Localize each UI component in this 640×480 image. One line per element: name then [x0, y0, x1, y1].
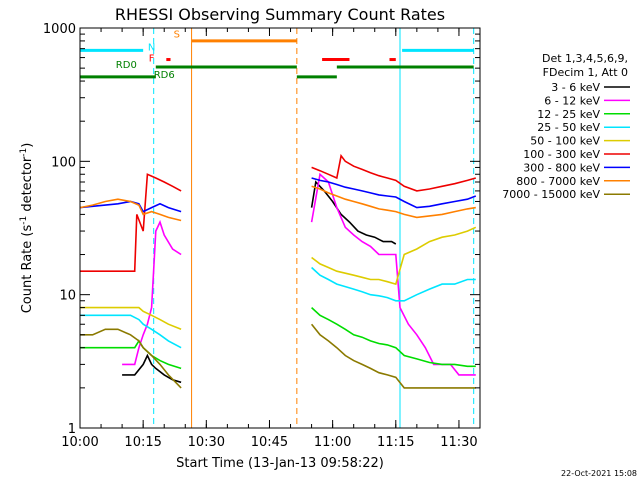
x-tick-label-2: 10:30: [188, 435, 225, 450]
legend-label-1: 6 - 12 keV: [544, 94, 600, 107]
series-line-3-0: [80, 314, 182, 349]
x-tick-label-5: 11:15: [377, 435, 414, 450]
series-line-1-0: [122, 219, 182, 366]
series-line-6-1: [311, 177, 477, 209]
series-line-7-1: [311, 185, 476, 219]
y-tick-label-0: 1: [68, 422, 76, 437]
footer-date: 22-Oct-2021 15:08: [561, 469, 637, 478]
annotation-n: N: [148, 42, 155, 53]
x-tick-label-6: 11:30: [440, 435, 477, 450]
legend-label-4: 50 - 100 keV: [530, 135, 600, 148]
series-line-8-1: [310, 323, 476, 389]
x-tick-label-1: 10:15: [124, 435, 161, 450]
series-line-0-1: [310, 180, 397, 245]
annotation-rd0: RD0: [116, 60, 137, 71]
y-tick-label-2: 100: [51, 155, 76, 170]
legend-label-0: 3 - 6 keV: [551, 81, 600, 94]
y-axis: 1 10 100 1000: [43, 22, 480, 437]
legend-label-7: 800 - 7000 keV: [516, 175, 600, 188]
annotation-s: S: [174, 29, 180, 40]
series-line-3-1: [311, 266, 476, 302]
y-tick-label-1: 10: [59, 289, 76, 304]
series-3: [80, 266, 476, 349]
annotation-f: F: [149, 54, 155, 65]
legend: Det 1,3,4,5,6,9,FDecim 1, Att 0 3 - 6 keV…: [502, 52, 630, 201]
y-tick-label-3: 1000: [43, 22, 76, 37]
annotation-rd6: RD6: [154, 70, 175, 81]
series-line-7-0: [79, 198, 182, 222]
series-line-5-0: [80, 173, 182, 273]
series-8: [80, 323, 476, 389]
series-line-8-0: [80, 328, 182, 389]
legend-label-2: 12 - 25 keV: [537, 108, 600, 121]
series-5: [80, 153, 477, 273]
series-line-4-1: [311, 226, 477, 286]
series-6: [79, 177, 477, 213]
x-tick-label-0: 10:00: [61, 435, 98, 450]
plot-area: NF S RD0 RD6: [79, 28, 477, 428]
x-axis: 10:00 10:15 10:30 10:45 11:00 11:15 11:30: [61, 28, 481, 450]
series-line-6-0: [79, 200, 182, 213]
legend-label-3: 25 - 50 keV: [537, 121, 600, 134]
legend-label-6: 300 - 800 keV: [523, 161, 600, 174]
series-line-4-0: [80, 306, 182, 331]
series-7: [79, 185, 476, 222]
plot-frame: [79, 27, 481, 429]
x-axis-label: Start Time (13-Jan-13 09:58:22): [176, 456, 384, 471]
chart-title: RHESSI Observing Summary Count Rates: [115, 5, 445, 24]
series-4: [80, 226, 477, 331]
legend-label-8: 7000 - 15000 keV: [502, 188, 600, 201]
legend-header-1: FDecim 1, Att 0: [543, 66, 628, 79]
legend-header-0: Det 1,3,4,5,6,9,: [542, 52, 628, 65]
series-line-5-1: [311, 153, 477, 192]
series-line-2-1: [311, 307, 476, 368]
legend-label-5: 100 - 300 keV: [523, 148, 600, 161]
x-tick-label-4: 11:00: [314, 435, 351, 450]
x-tick-label-3: 10:45: [251, 435, 288, 450]
y-axis-label: Count Rate (s-1 detector-1): [19, 143, 35, 314]
series-line-0-0: [122, 353, 182, 384]
series-0: [122, 180, 397, 384]
